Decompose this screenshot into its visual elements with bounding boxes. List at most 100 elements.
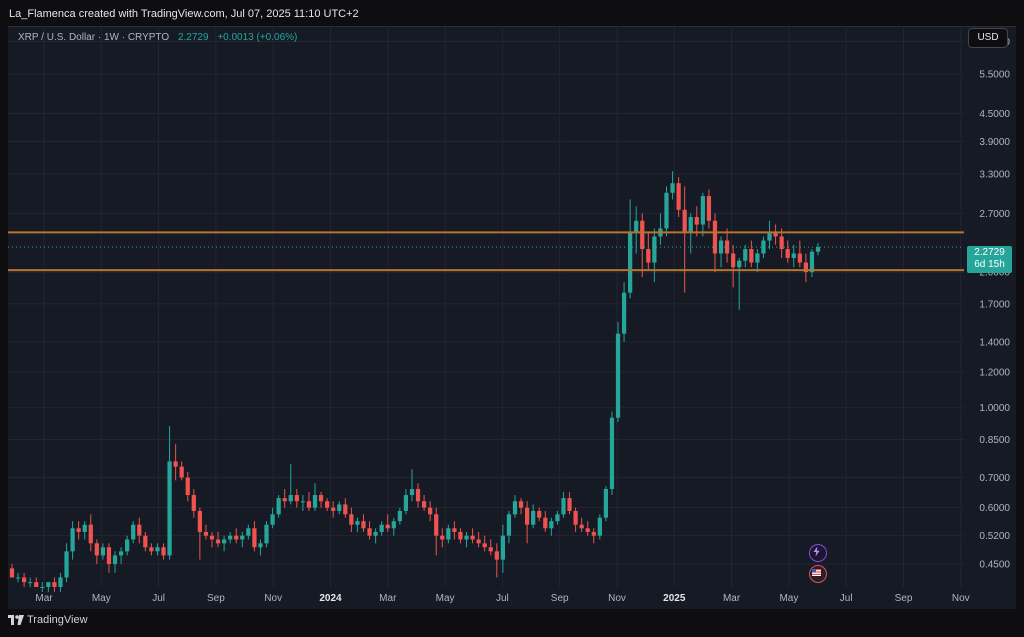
candle-body <box>9 568 15 578</box>
chart-area[interactable]: 6.50005.50004.50003.90003.30002.70002.00… <box>8 26 1016 609</box>
candle-body <box>252 528 257 548</box>
candle-body <box>706 196 712 221</box>
y-tick-label: 4.5000 <box>979 109 1010 120</box>
candle-body <box>524 507 530 525</box>
y-tick-label: 5.5000 <box>979 70 1010 81</box>
candle-body <box>270 514 275 525</box>
symbol-price: 2.2729 <box>177 32 209 43</box>
candle-body <box>628 232 633 293</box>
candle-body <box>797 253 802 263</box>
y-tick-label: 2.7000 <box>979 209 1010 220</box>
candle-body <box>131 524 136 540</box>
candle-body <box>458 531 463 540</box>
candle-body <box>809 251 815 273</box>
candle-body <box>373 531 378 536</box>
us-flag-icon[interactable] <box>809 565 827 583</box>
candle-body <box>773 232 778 237</box>
candle-body <box>197 510 202 532</box>
candle-body <box>82 524 87 532</box>
candle-body <box>15 577 21 579</box>
candle-body <box>815 247 821 252</box>
candle-body <box>470 535 475 540</box>
candle-body <box>221 539 227 544</box>
candle-body <box>785 249 790 258</box>
candle-body <box>209 535 215 540</box>
y-tick-label: 1.0000 <box>979 403 1010 414</box>
candle-body <box>664 192 669 229</box>
candle-body <box>288 495 293 502</box>
candle-body <box>561 498 566 515</box>
candle-body <box>791 253 796 258</box>
candle-body <box>585 528 590 532</box>
candlestick-chart[interactable]: 6.50005.50004.50003.90003.30002.70002.00… <box>8 27 1016 609</box>
candle-body <box>367 528 372 536</box>
candle-body <box>100 547 106 556</box>
candle-body <box>452 528 457 532</box>
candle-body <box>21 577 27 583</box>
candle-body <box>506 514 512 536</box>
candle-body <box>312 495 318 508</box>
candle-body <box>755 253 760 263</box>
candle-body <box>325 501 330 508</box>
candle-body <box>700 196 705 225</box>
candle-body <box>240 535 245 540</box>
x-tick-label: Nov <box>952 593 970 604</box>
candle-body <box>537 510 542 518</box>
candle-body <box>421 501 427 508</box>
last-price-value: 2.2729 <box>974 247 1005 258</box>
candle-body <box>567 498 572 511</box>
candle-body <box>234 535 239 540</box>
x-tick-label: Mar <box>35 593 53 604</box>
candle-body <box>397 510 402 522</box>
candle-body <box>494 551 499 560</box>
y-tick-label: 0.8500 <box>979 435 1010 446</box>
x-tick-label: 2025 <box>663 593 686 604</box>
candle-body <box>573 510 578 525</box>
candle-body <box>94 543 99 556</box>
candle-body <box>749 249 754 263</box>
candle-body <box>143 535 148 548</box>
candle-body <box>579 524 584 529</box>
y-tick-label: 0.5200 <box>979 531 1010 542</box>
y-tick-label: 0.7000 <box>979 473 1010 484</box>
candle-body <box>464 535 469 540</box>
candle-body <box>379 524 384 532</box>
candle-body <box>409 489 415 496</box>
candle-body <box>482 543 487 548</box>
flash-icon[interactable] <box>809 544 827 562</box>
candle-body <box>58 577 63 587</box>
candle-body <box>167 461 172 556</box>
candle-body <box>682 209 687 233</box>
candle-body <box>440 535 445 540</box>
candle-body <box>670 183 675 193</box>
candle-body <box>246 528 251 536</box>
candle-body <box>634 220 639 233</box>
candle-body <box>531 510 536 525</box>
candle-body <box>446 528 451 540</box>
candle-body <box>76 528 81 532</box>
candle-body <box>621 292 627 334</box>
candle-body <box>415 489 421 502</box>
currency-button[interactable]: USD <box>968 28 1008 48</box>
candle-body <box>512 501 518 515</box>
candle-body <box>724 240 730 254</box>
x-tick-label: Nov <box>608 593 626 604</box>
candle-body <box>349 514 354 525</box>
candle-body <box>676 183 681 210</box>
candle-body <box>391 521 396 529</box>
candle-body <box>331 507 336 511</box>
candle-body <box>203 531 209 536</box>
candle-body <box>118 551 124 556</box>
candle-body <box>803 262 809 273</box>
candle-body <box>767 232 772 241</box>
candle-body <box>743 249 748 261</box>
candle-body <box>258 543 263 548</box>
credit-text: La_Flamenca created with TradingView.com… <box>9 8 359 20</box>
candle-body <box>318 495 324 502</box>
candle-body <box>215 539 221 544</box>
candle-body <box>543 517 548 529</box>
symbol-legend[interactable]: XRP / U.S. Dollar · 1W · CRYPTO 2.2729 +… <box>18 32 297 43</box>
tradingview-logo-icon <box>8 615 24 625</box>
symbol-change: +0.0013 (+0.06%) <box>217 32 298 43</box>
tradingview-brand: TradingView <box>27 614 88 626</box>
